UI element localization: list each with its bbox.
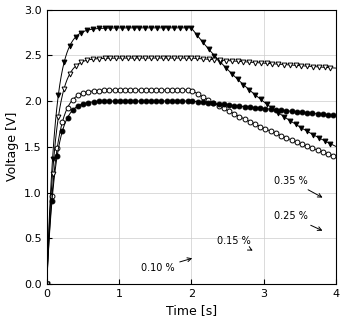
- X-axis label: Time [s]: Time [s]: [166, 305, 217, 318]
- Text: 0.15 %: 0.15 %: [217, 235, 252, 250]
- Text: 0.25 %: 0.25 %: [274, 211, 322, 230]
- Text: 0.10 %: 0.10 %: [141, 258, 191, 274]
- Text: 0.35 %: 0.35 %: [274, 176, 322, 197]
- Y-axis label: Voltage [V]: Voltage [V]: [6, 112, 19, 182]
